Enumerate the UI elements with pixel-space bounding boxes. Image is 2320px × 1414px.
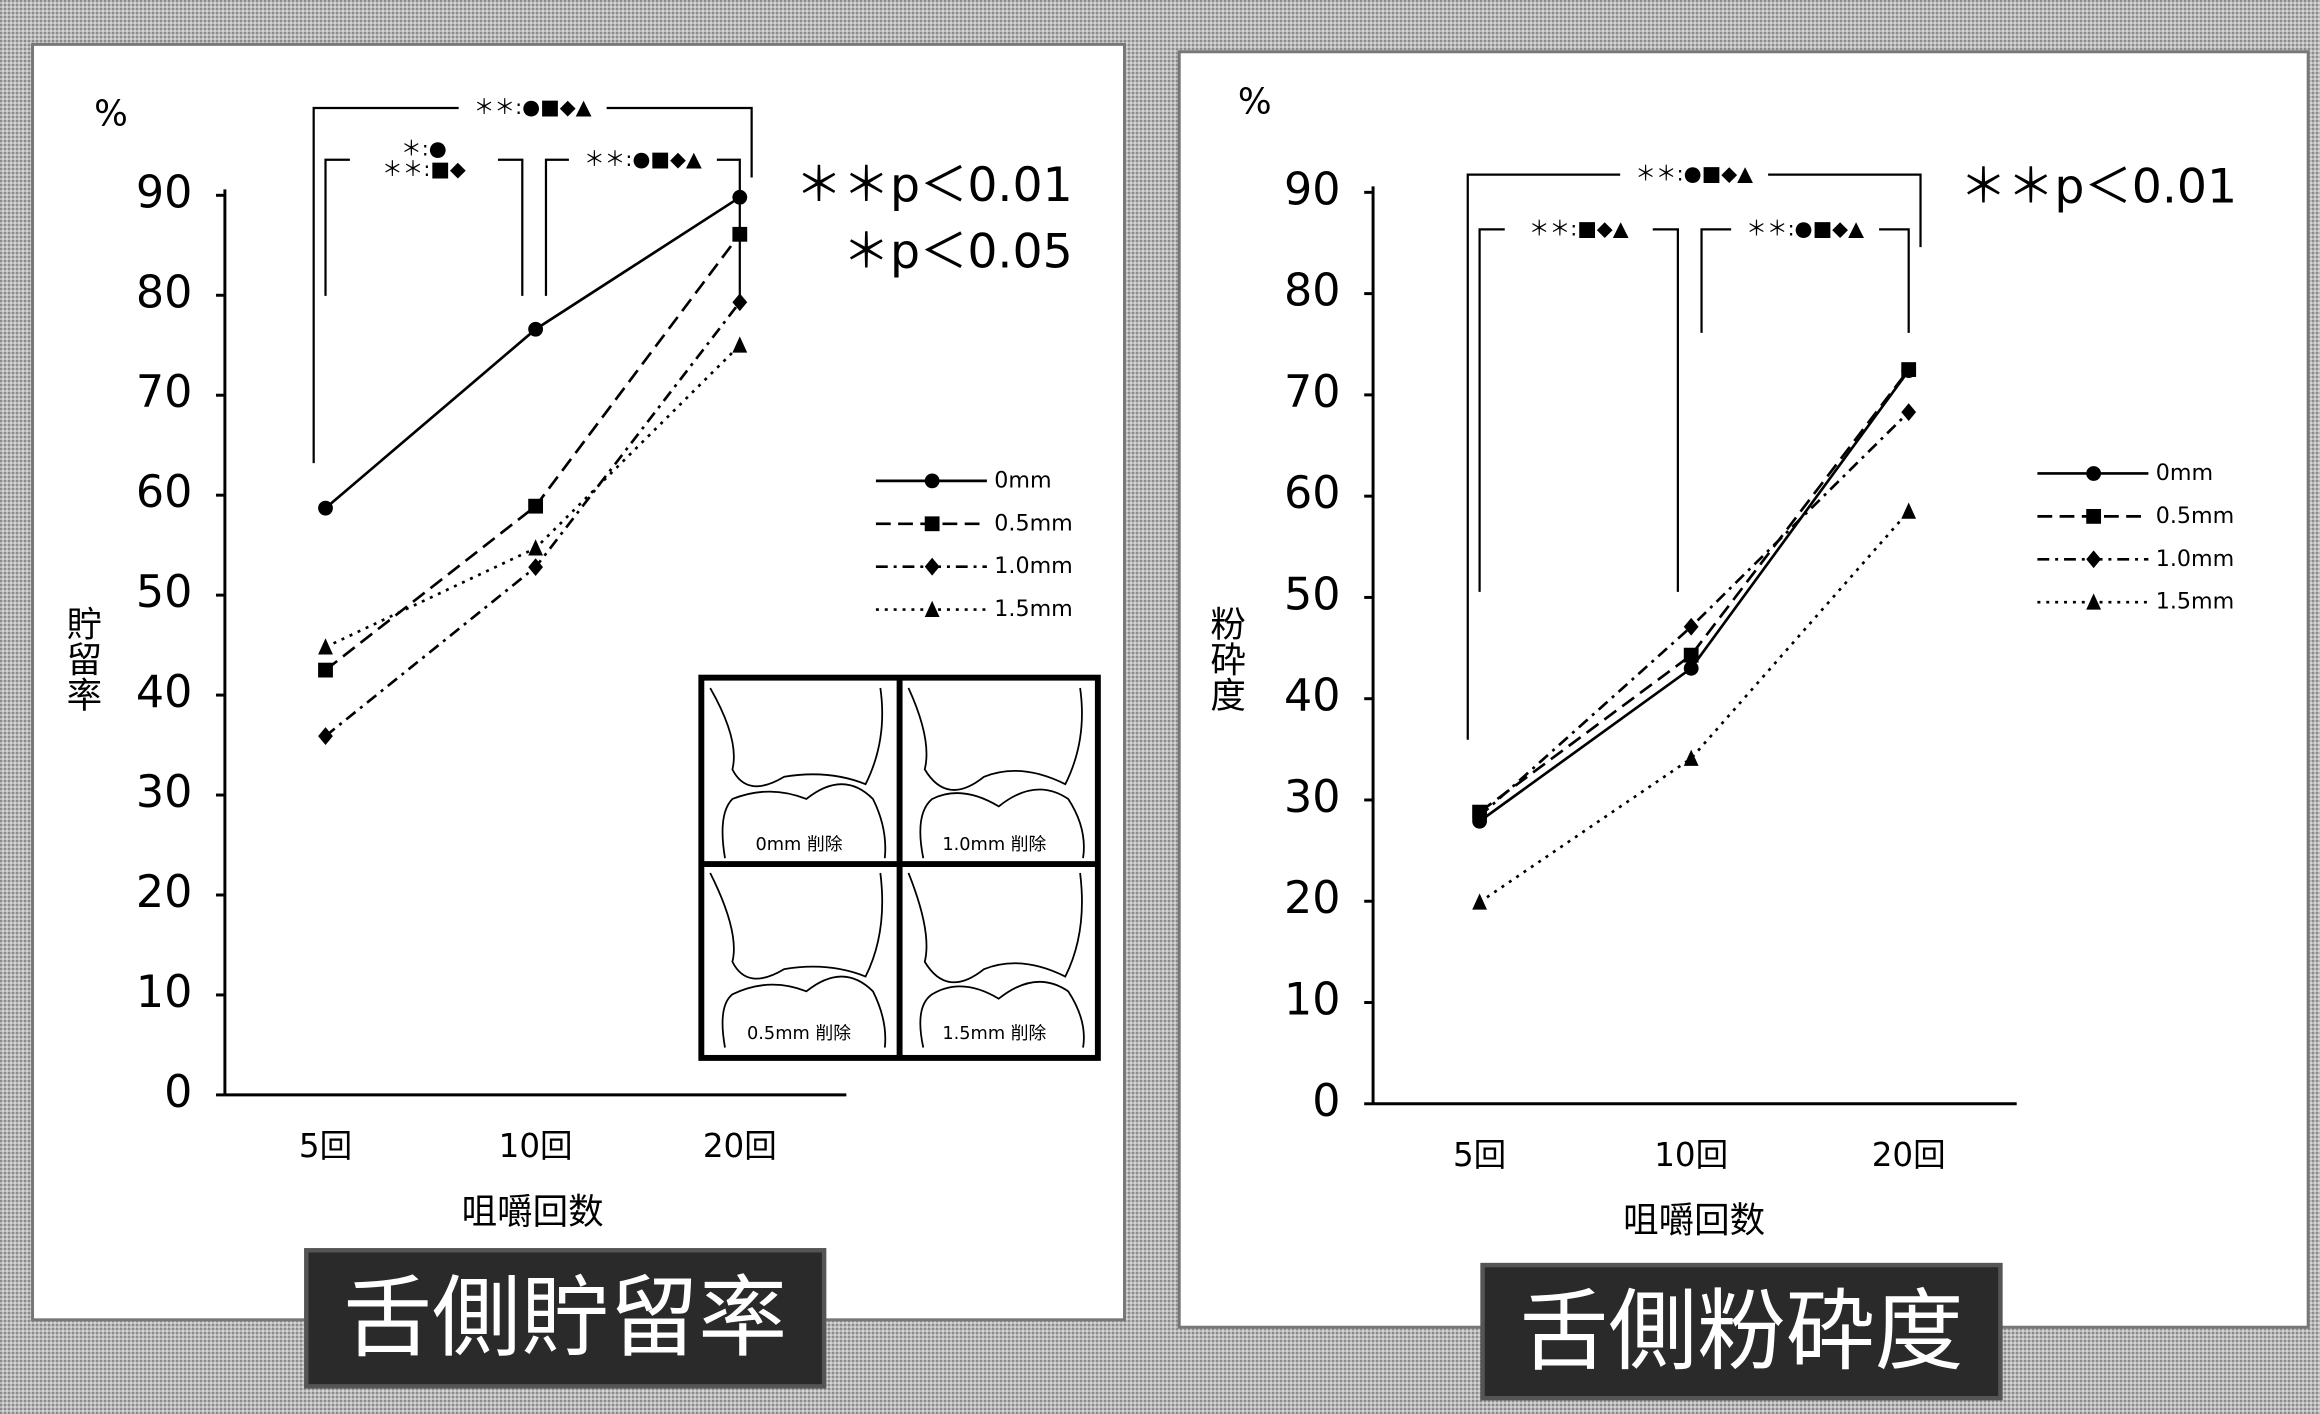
bracket-label-bg xyxy=(349,158,498,182)
marker xyxy=(318,500,333,516)
y-tick-label: 80 xyxy=(1284,266,1340,317)
marker xyxy=(1901,403,1917,421)
inset-label: 1.0mm 削除 xyxy=(942,834,1046,855)
y-axis-label: 粉砕度 xyxy=(1205,605,1246,712)
marker xyxy=(528,498,544,514)
y-tick-label: 60 xyxy=(1284,468,1340,519)
marker xyxy=(1683,617,1699,636)
y-unit: % xyxy=(94,93,128,134)
bracket-label: ＊＊:●■◆▲ xyxy=(584,147,702,171)
bracket-label: ＊＊:●■◆▲ xyxy=(474,95,592,119)
y-tick-label: 0 xyxy=(1312,1076,1340,1127)
bracket-label: ＊:● xyxy=(401,136,447,160)
legend-label: 1.5mm xyxy=(2156,589,2235,615)
marker xyxy=(1683,749,1699,766)
bracket-label-bg xyxy=(1504,217,1653,242)
x-tick-label: 10回 xyxy=(499,1127,573,1165)
x-axis-label: 咀嚼回数 xyxy=(462,1191,604,1232)
bracket-label-bg xyxy=(1620,162,1769,187)
chart-title: 舌側貯留率 xyxy=(343,1267,787,1370)
marker xyxy=(1901,502,1917,519)
legend-label: 1.5mm xyxy=(994,596,1073,622)
annotation: ＊＊p＜0.01 xyxy=(1960,159,2237,214)
marker xyxy=(1683,647,1699,663)
series-line xyxy=(1478,411,1910,818)
y-unit: % xyxy=(1238,82,1272,123)
marker xyxy=(2086,466,2102,481)
inset-label: 1.5mm 削除 xyxy=(942,1023,1046,1044)
legend-label: 0mm xyxy=(2156,460,2213,486)
marker xyxy=(1683,660,1699,676)
marker xyxy=(732,293,748,312)
annotation: ＊p＜0.05 xyxy=(843,224,1073,279)
y-tick-label: 60 xyxy=(136,467,192,518)
right-panel xyxy=(1177,50,2310,1329)
annotation: ＊＊p＜0.01 xyxy=(795,158,1072,213)
y-tick-label: 40 xyxy=(136,667,192,718)
x-tick-label: 5回 xyxy=(299,1127,352,1165)
inset-label: 0mm 削除 xyxy=(755,834,842,855)
marker xyxy=(2086,508,2102,524)
marker xyxy=(2086,593,2102,610)
bracket-label-bg xyxy=(568,147,717,172)
bracket-label-bg xyxy=(349,137,498,162)
marker xyxy=(1472,893,1487,910)
legend-label: 0mm xyxy=(994,467,1051,493)
inset-label: 0.5mm 削除 xyxy=(747,1023,851,1044)
legend-label: 1.0mm xyxy=(994,553,1073,579)
x-tick-label: 20回 xyxy=(1872,1136,1946,1174)
x-tick-label: 5回 xyxy=(1453,1136,1506,1174)
y-tick-label: 0 xyxy=(164,1067,192,1118)
marker xyxy=(1901,362,1917,377)
y-tick-label: 90 xyxy=(1284,164,1340,215)
y-tick-label: 20 xyxy=(1284,873,1340,924)
x-tick-label: 20回 xyxy=(703,1127,777,1165)
y-tick-label: 80 xyxy=(136,267,192,318)
title-box xyxy=(304,1248,827,1389)
y-tick-label: 70 xyxy=(1284,367,1340,418)
y-axis-label: 貯留率 xyxy=(61,605,102,712)
inset-image xyxy=(698,674,1101,1061)
marker xyxy=(528,321,544,337)
y-tick-label: 30 xyxy=(1284,772,1340,823)
y-tick-label: 10 xyxy=(1284,975,1340,1026)
marker xyxy=(732,336,748,353)
x-axis-label: 咀嚼回数 xyxy=(1623,1200,1765,1241)
marker xyxy=(318,662,333,678)
marker xyxy=(924,473,940,489)
marker xyxy=(528,539,544,556)
marker xyxy=(924,600,940,617)
marker xyxy=(924,557,940,576)
legend-label: 0.5mm xyxy=(2156,503,2235,529)
title-box xyxy=(1480,1262,2003,1401)
series-line xyxy=(1478,368,1910,814)
y-tick-label: 50 xyxy=(136,567,192,618)
y-tick-label: 30 xyxy=(136,767,192,818)
x-tick-label: 10回 xyxy=(1654,1136,1728,1174)
y-tick-label: 70 xyxy=(136,367,192,418)
bracket-label: ＊＊:●■◆▲ xyxy=(1635,162,1753,186)
bracket-label: ＊＊:●■◆▲ xyxy=(1746,216,1864,240)
bracket-label-bg xyxy=(1731,217,1880,242)
marker xyxy=(924,516,940,532)
legend-label: 0.5mm xyxy=(994,510,1073,536)
y-tick-label: 10 xyxy=(136,967,192,1018)
bracket-label-bg xyxy=(458,96,607,120)
chart-title: 舌側粉砕度 xyxy=(1520,1280,1964,1383)
y-tick-label: 20 xyxy=(136,867,192,918)
bracket-label: ＊＊:■◆ xyxy=(382,157,466,181)
legend-label: 1.0mm xyxy=(2156,546,2235,572)
marker xyxy=(318,638,333,655)
bracket-label: ＊＊:■◆▲ xyxy=(1529,216,1629,240)
y-tick-label: 90 xyxy=(136,167,192,218)
y-tick-label: 50 xyxy=(1284,569,1340,620)
y-tick-label: 40 xyxy=(1284,671,1340,722)
